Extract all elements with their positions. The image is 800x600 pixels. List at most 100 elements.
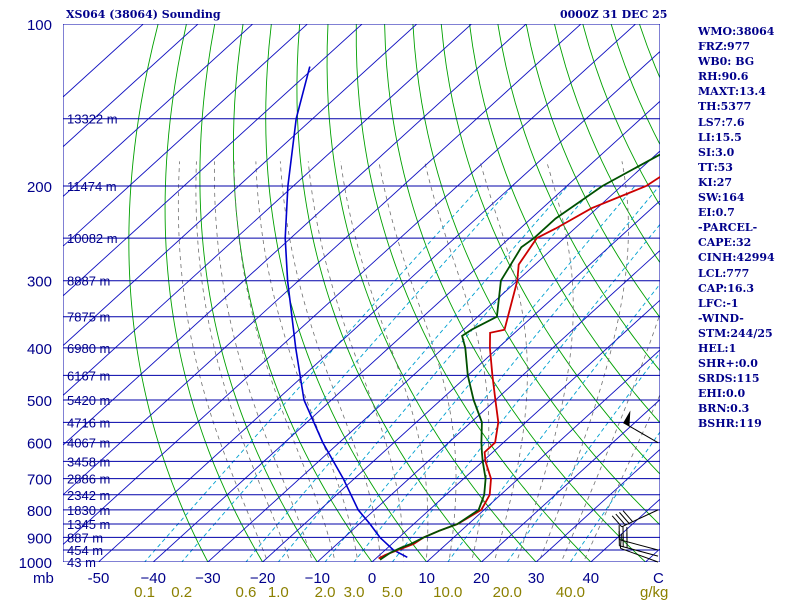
moist-adiabat bbox=[195, 161, 291, 562]
temperature-tick-label: −30 bbox=[195, 570, 220, 587]
index-line: CINH:42994 bbox=[698, 251, 775, 265]
index-line: FRZ:977 bbox=[698, 40, 751, 54]
isotherm bbox=[63, 24, 527, 446]
moist-adiabat bbox=[340, 161, 429, 562]
index-line: BRN:0.3 bbox=[698, 402, 750, 416]
moist-adiabat bbox=[213, 161, 313, 562]
isotherm bbox=[535, 448, 660, 562]
height-label: 13322 m bbox=[67, 112, 118, 127]
mixing-ratio-line bbox=[391, 223, 660, 562]
mixing-ratio-line bbox=[447, 283, 660, 562]
index-line: EHI:0.0 bbox=[698, 387, 746, 401]
moist-adiabat bbox=[279, 161, 382, 562]
dry-adiabat bbox=[164, 24, 264, 562]
index-line: MAXT:13.4 bbox=[698, 85, 766, 99]
temperature-tick-label: −20 bbox=[250, 570, 275, 587]
index-line: HEL:1 bbox=[698, 341, 737, 355]
index-line: SI:3.0 bbox=[698, 145, 735, 159]
mixing-ratio-label: 40.0 bbox=[556, 584, 585, 600]
index-line: WMO:38064 bbox=[698, 25, 775, 38]
pressure-tick-label: 800 bbox=[27, 503, 52, 520]
height-label: 11474 m bbox=[67, 179, 117, 194]
index-line: KI:27 bbox=[698, 175, 733, 189]
pressure-tick-label: 400 bbox=[27, 341, 52, 358]
wind-barb bbox=[618, 525, 659, 551]
temperature-unit-label: C bbox=[653, 570, 664, 587]
isotherm bbox=[207, 150, 660, 562]
isotherm bbox=[63, 24, 473, 396]
wind-barb-staff bbox=[619, 545, 659, 557]
isotherm bbox=[97, 50, 660, 562]
height-label: 2886 m bbox=[67, 472, 110, 487]
index-line: LFC:-1 bbox=[698, 296, 739, 310]
height-label: 2342 m bbox=[67, 488, 110, 503]
height-label: 6167 m bbox=[67, 368, 110, 383]
dry-adiabat bbox=[296, 24, 482, 562]
temperature-tick-label: 20 bbox=[473, 570, 490, 587]
index-line: CAP:16.3 bbox=[698, 281, 755, 295]
time-title: 0000Z 31 DEC 25 bbox=[560, 8, 668, 21]
temperature-tick-label: 30 bbox=[528, 570, 545, 587]
isotherm bbox=[480, 399, 660, 562]
height-label: 43 m bbox=[67, 555, 96, 570]
index-line: -PARCEL- bbox=[698, 221, 758, 235]
isotherm bbox=[426, 349, 660, 562]
mixing-ratio-line bbox=[277, 185, 596, 562]
index-line: SW:164 bbox=[698, 191, 745, 205]
parcel-trace bbox=[284, 66, 408, 559]
dry-adiabat bbox=[554, 24, 660, 264]
wind-barb-staff bbox=[620, 547, 659, 563]
mixing-ratio-line bbox=[181, 185, 514, 562]
pressure-tick-label: 700 bbox=[27, 472, 52, 489]
dry-adiabat bbox=[497, 24, 660, 372]
mixing-ratio-line bbox=[245, 185, 569, 562]
height-label: 1830 m bbox=[67, 503, 110, 518]
wind-barb-flag bbox=[623, 410, 631, 427]
dry-adiabat bbox=[384, 24, 647, 562]
mixing-ratio-label: 0.6 bbox=[236, 584, 257, 600]
height-label: 887 m bbox=[67, 530, 103, 545]
isotherm bbox=[261, 200, 660, 562]
mixing-ratio-label: 2.0 bbox=[315, 584, 336, 600]
wind-barb-feather bbox=[619, 512, 630, 524]
temperature-tick-label: 0 bbox=[368, 570, 376, 587]
dry-adiabat bbox=[469, 24, 660, 424]
wind-barb bbox=[611, 509, 659, 528]
index-line: SRDS:115 bbox=[698, 372, 760, 386]
wind-barb bbox=[623, 410, 659, 444]
index-line: SHR+:0.0 bbox=[698, 357, 758, 371]
dry-adiabat bbox=[440, 24, 660, 475]
isotherm bbox=[63, 24, 418, 347]
wind-barb-staff bbox=[619, 539, 659, 551]
index-line: TH:5377 bbox=[698, 100, 752, 114]
isotherm bbox=[316, 249, 660, 562]
index-line: LCL:777 bbox=[698, 266, 750, 280]
height-label: 3458 m bbox=[67, 454, 110, 469]
indices-panel: WMO:38064 FRZ:977 WB0: BG RH:90.6 MAXT:13.4 T… bbox=[698, 24, 798, 432]
pressure-tick-label: 900 bbox=[27, 530, 52, 547]
temperature-tick-label: 10 bbox=[418, 570, 435, 587]
mixing-ratio-label: 0.2 bbox=[171, 584, 192, 600]
temperature-tick-label: -50 bbox=[88, 570, 110, 587]
height-label: 6980 m bbox=[67, 341, 110, 356]
mixing-ratio-line bbox=[324, 185, 636, 562]
height-label: 1345 m bbox=[67, 517, 110, 532]
mixing-ratio-label: 1.0 bbox=[268, 584, 289, 600]
wind-barb-staff bbox=[621, 509, 659, 528]
height-label: 5420 m bbox=[67, 393, 110, 408]
pressure-tick-label: 200 bbox=[27, 179, 52, 196]
moist-adiabat bbox=[255, 161, 359, 562]
moist-adiabat bbox=[479, 161, 528, 562]
index-line: STM:244/25 bbox=[698, 326, 773, 340]
moist-adiabat bbox=[424, 161, 490, 562]
index-line: LI:15.5 bbox=[698, 130, 742, 144]
index-line: TT:53 bbox=[698, 160, 733, 174]
height-label: 10082 m bbox=[67, 231, 118, 246]
moist-adiabat bbox=[233, 161, 336, 562]
mixing-ratio-label: 20.0 bbox=[493, 584, 522, 600]
height-label: 7875 m bbox=[67, 310, 110, 325]
station-title: XS064 (38064) Sounding bbox=[66, 8, 221, 21]
height-label: 8887 m bbox=[67, 274, 110, 289]
dry-adiabat bbox=[412, 24, 660, 526]
pressure-unit-label: mb bbox=[33, 570, 54, 587]
